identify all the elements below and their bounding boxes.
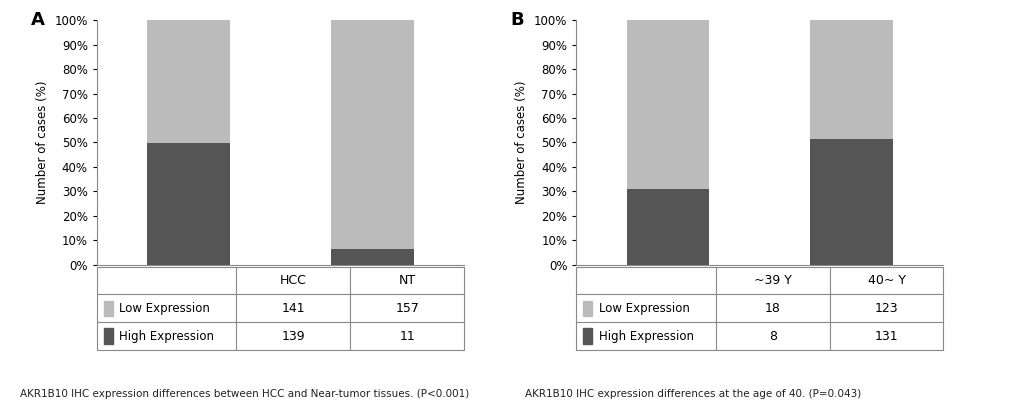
Text: 11: 11 [398, 330, 415, 343]
Text: 40~ Y: 40~ Y [867, 274, 905, 287]
Bar [809, 139, 893, 265]
Text: 131: 131 [874, 330, 898, 343]
Text: HCC: HCC [279, 274, 307, 287]
Text: A: A [31, 11, 45, 28]
Text: AKR1B10 IHC expression differences at the age of 40. (P=0.043): AKR1B10 IHC expression differences at th… [525, 389, 861, 399]
Bar [626, 20, 709, 189]
Text: 139: 139 [281, 330, 305, 343]
Bar [809, 20, 893, 139]
Y-axis label: Number of cases (%): Number of cases (%) [36, 81, 49, 204]
Text: 8: 8 [768, 330, 776, 343]
Text: ~39 Y: ~39 Y [753, 274, 791, 287]
Text: 157: 157 [394, 302, 419, 315]
Bar [582, 301, 591, 316]
Text: Low Expression: Low Expression [598, 302, 689, 315]
Bar [330, 249, 414, 265]
Text: NT: NT [398, 274, 416, 287]
Text: 123: 123 [874, 302, 898, 315]
Text: High Expression: High Expression [598, 330, 693, 343]
Bar [330, 20, 414, 249]
Bar [582, 328, 591, 344]
Bar [148, 143, 230, 265]
Text: High Expression: High Expression [119, 330, 214, 343]
Text: 141: 141 [281, 302, 305, 315]
Text: AKR1B10 IHC expression differences between HCC and Near-tumor tissues. (P<0.001): AKR1B10 IHC expression differences betwe… [20, 389, 469, 399]
Bar [626, 189, 709, 265]
Bar [148, 20, 230, 143]
Bar [103, 328, 112, 344]
Text: Low Expression: Low Expression [119, 302, 210, 315]
Bar [103, 301, 112, 316]
Y-axis label: Number of cases (%): Number of cases (%) [515, 81, 528, 204]
Text: B: B [510, 11, 524, 28]
Text: 18: 18 [764, 302, 780, 315]
